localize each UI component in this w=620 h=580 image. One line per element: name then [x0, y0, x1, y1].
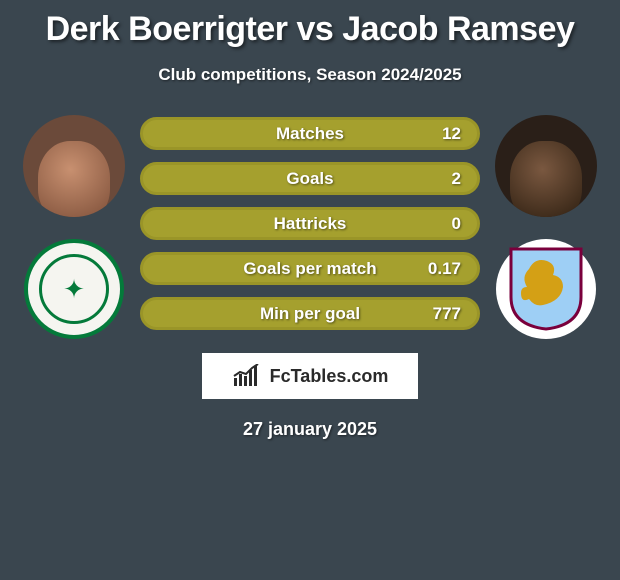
player2-club-badge — [496, 239, 596, 339]
page-title: Derk Boerrigter vs Jacob Ramsey — [0, 10, 620, 49]
player2-avatar — [495, 115, 597, 217]
avatar-face-shape — [38, 141, 109, 218]
left-column — [18, 115, 130, 339]
branding-badge: FcTables.com — [202, 353, 418, 399]
stat-label: Goals — [286, 169, 333, 189]
stat-bar-goals: Goals 2 — [140, 162, 480, 195]
stat-bars: Matches 12 Goals 2 Hattricks 0 Goals per… — [140, 117, 480, 330]
avatar-face-shape — [510, 141, 581, 218]
stat-value: 0.17 — [428, 259, 461, 279]
villa-shield-icon — [509, 247, 583, 331]
subtitle: Club competitions, Season 2024/2025 — [0, 65, 620, 85]
stat-value: 12 — [442, 124, 461, 144]
date-text: 27 january 2025 — [0, 419, 620, 440]
player1-name: Derk Boerrigter — [46, 10, 288, 48]
comparison-card: Derk Boerrigter vs Jacob Ramsey Club com… — [0, 0, 620, 440]
stat-value: 2 — [452, 169, 461, 189]
player1-avatar — [23, 115, 125, 217]
player2-name: Jacob Ramsey — [342, 10, 574, 48]
stat-value: 777 — [433, 304, 461, 324]
stat-label: Min per goal — [260, 304, 360, 324]
stat-label: Goals per match — [243, 259, 376, 279]
bar-chart-icon — [232, 364, 264, 388]
stat-bar-matches: Matches 12 — [140, 117, 480, 150]
stat-bar-hattricks: Hattricks 0 — [140, 207, 480, 240]
right-column — [490, 115, 602, 339]
stat-value: 0 — [452, 214, 461, 234]
stats-area: Matches 12 Goals 2 Hattricks 0 Goals per… — [0, 115, 620, 339]
branding-text: FcTables.com — [270, 366, 389, 387]
stat-label: Matches — [276, 124, 344, 144]
vs-text: vs — [296, 10, 333, 48]
stat-bar-min-per-goal: Min per goal 777 — [140, 297, 480, 330]
stat-label: Hattricks — [274, 214, 347, 234]
player1-club-badge — [24, 239, 124, 339]
stat-bar-goals-per-match: Goals per match 0.17 — [140, 252, 480, 285]
